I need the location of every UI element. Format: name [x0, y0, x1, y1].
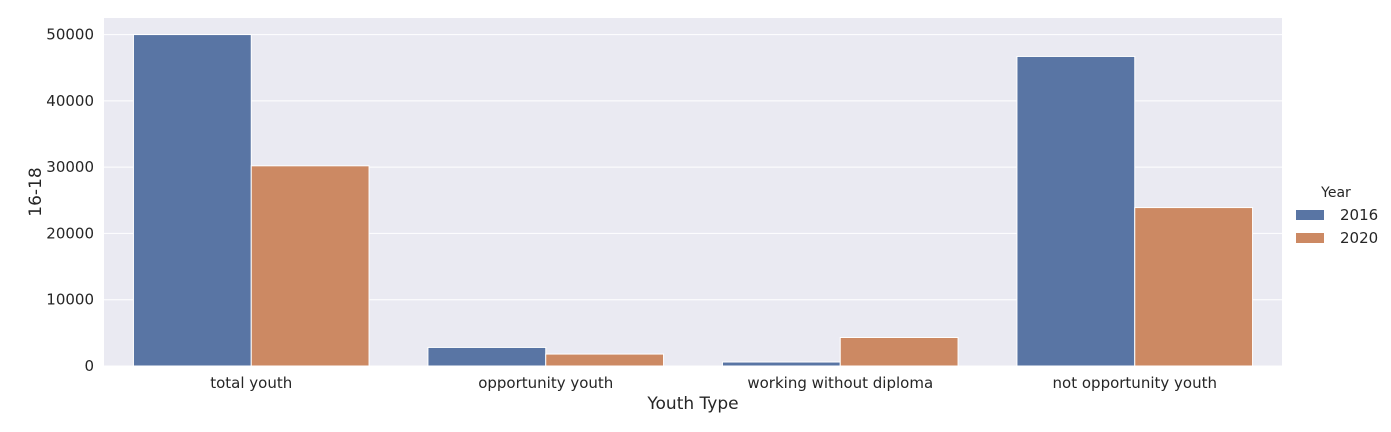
bars	[132, 34, 1254, 367]
bar-2016	[1016, 55, 1136, 367]
bar-2016	[427, 346, 547, 367]
legend-title: Year	[1320, 185, 1351, 201]
bar-2020	[1134, 207, 1254, 367]
bar-2016	[132, 34, 252, 367]
legend-swatch-2020	[1296, 233, 1324, 243]
bar-2020	[839, 336, 959, 367]
x-tick-label: not opportunity youth	[1053, 374, 1217, 392]
x-tick-label: total youth	[210, 374, 292, 392]
x-tick-label: opportunity youth	[478, 374, 613, 392]
y-tick-label: 20000	[46, 224, 94, 242]
legend-label-2020: 2020	[1340, 229, 1378, 247]
legend-label-2016: 2016	[1340, 206, 1378, 224]
y-tick-label: 0	[84, 357, 94, 375]
y-tick-label: 40000	[46, 92, 94, 110]
x-tick-label: working without diploma	[747, 374, 933, 392]
y-axis-label: 16-18	[26, 167, 46, 216]
bar-2020	[250, 165, 370, 367]
bar-2020	[545, 353, 665, 367]
x-axis-label: Youth Type	[646, 394, 738, 414]
y-tick-label: 50000	[46, 26, 94, 44]
x-axis-ticks: total youth opportunity youth working with…	[210, 374, 1217, 392]
legend-swatch-2016	[1296, 210, 1324, 220]
y-tick-label: 30000	[46, 158, 94, 176]
bar-2016	[721, 361, 841, 367]
y-tick-label: 10000	[46, 291, 94, 309]
y-axis-ticks: 0 10000 20000 30000 40000 50000	[46, 26, 94, 375]
legend: Year 2016 2020	[1296, 185, 1378, 247]
